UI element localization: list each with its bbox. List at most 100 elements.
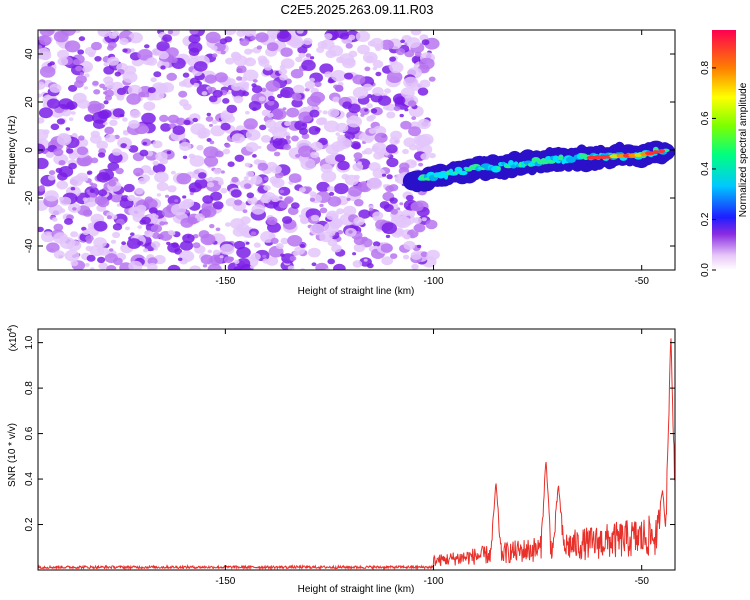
noise-blob: [316, 181, 330, 193]
noise-blob: [322, 110, 328, 115]
noise-blob: [143, 101, 156, 111]
noise-blob: [299, 127, 308, 135]
colorbar-gradient: [712, 30, 736, 270]
noise-blob: [253, 242, 261, 248]
noise-blob: [310, 214, 320, 222]
noise-blob: [330, 219, 342, 229]
noise-blob: [289, 255, 297, 261]
noise-blob: [128, 260, 143, 270]
noise-blob: [353, 174, 360, 180]
noise-blob: [183, 103, 192, 111]
noise-blob: [39, 65, 56, 78]
noise-blob: [301, 123, 306, 127]
noise-blob: [337, 134, 346, 142]
signal-blob-peak: [645, 151, 655, 156]
noise-blob: [244, 48, 253, 55]
noise-blob: [348, 230, 353, 234]
noise-blob: [336, 208, 345, 215]
noise-blob: [243, 176, 249, 181]
noise-blob: [144, 44, 150, 49]
noise-blob: [82, 197, 88, 202]
noise-blob: [75, 75, 87, 84]
noise-blob: [112, 223, 123, 231]
noise-blob: [271, 108, 287, 120]
noise-blob: [189, 192, 194, 196]
noise-blob: [210, 191, 223, 201]
noise-blob: [212, 53, 218, 58]
noise-blob: [211, 119, 218, 125]
noise-blob: [333, 263, 346, 270]
noise-blob: [128, 119, 140, 129]
noise-blob: [263, 185, 271, 191]
noise-blob: [156, 182, 169, 192]
noise-blob: [38, 93, 42, 98]
noise-blob: [85, 245, 93, 252]
noise-blob: [421, 39, 430, 46]
noise-blob: [67, 240, 82, 252]
noise-blob: [87, 170, 93, 175]
noise-blob: [176, 173, 192, 185]
noise-blob: [47, 174, 56, 181]
noise-blob: [354, 158, 360, 162]
noise-blob: [417, 87, 429, 96]
noise-blob: [245, 241, 250, 245]
noise-blob: [114, 71, 122, 77]
noise-blob: [334, 154, 346, 163]
noise-blob: [410, 251, 423, 260]
noise-blob: [189, 265, 201, 270]
noise-blob: [319, 231, 333, 243]
noise-blob: [104, 126, 115, 135]
noise-blob: [233, 259, 240, 264]
noise-blob: [403, 254, 410, 260]
noise-blob: [83, 86, 89, 90]
noise-blob: [225, 57, 235, 65]
noise-blob: [346, 197, 351, 201]
noise-blob: [353, 152, 363, 160]
noise-blob: [167, 30, 174, 35]
noise-blob: [38, 143, 46, 155]
noise-blob: [359, 257, 372, 267]
noise-blob: [119, 113, 125, 118]
noise-blob: [50, 123, 60, 131]
x-tick-label: -100: [424, 576, 444, 587]
noise-blob: [327, 186, 335, 192]
y-tick-label: -20: [24, 190, 35, 205]
noise-blob: [156, 41, 170, 52]
noise-blob: [107, 56, 120, 66]
noise-blob: [38, 107, 53, 119]
noise-blob: [393, 106, 401, 112]
noise-blob: [337, 160, 350, 171]
noise-blob: [84, 263, 90, 267]
noise-blob: [266, 42, 279, 52]
noise-blob: [251, 85, 263, 94]
noise-blob: [39, 30, 55, 37]
noise-blob: [119, 37, 129, 46]
noise-blob: [207, 263, 222, 270]
noise-blob: [375, 71, 382, 77]
noise-blob: [426, 249, 440, 260]
noise-blob: [226, 91, 231, 95]
noise-blob: [343, 205, 357, 216]
noise-blob: [236, 30, 246, 37]
noise-blob: [363, 258, 368, 262]
noise-blob: [122, 117, 128, 122]
noise-blob: [179, 141, 192, 151]
noise-blob: [65, 127, 71, 131]
noise-blob: [103, 62, 109, 67]
noise-blob: [419, 79, 431, 88]
noise-blob: [236, 258, 251, 269]
noise-blob: [148, 207, 158, 215]
signal-blob-inner: [555, 160, 562, 164]
noise-blob: [90, 134, 102, 144]
noise-blob: [262, 258, 270, 264]
noise-blob: [417, 118, 431, 130]
noise-blob: [413, 217, 422, 224]
x-tick-label: -50: [634, 276, 649, 287]
noise-blob: [159, 221, 166, 226]
noise-blob: [399, 162, 410, 171]
noise-blob: [146, 263, 158, 270]
noise-blob: [103, 91, 108, 95]
noise-blob: [258, 58, 270, 67]
noise-blob: [399, 113, 404, 118]
noise-blob: [122, 48, 128, 53]
